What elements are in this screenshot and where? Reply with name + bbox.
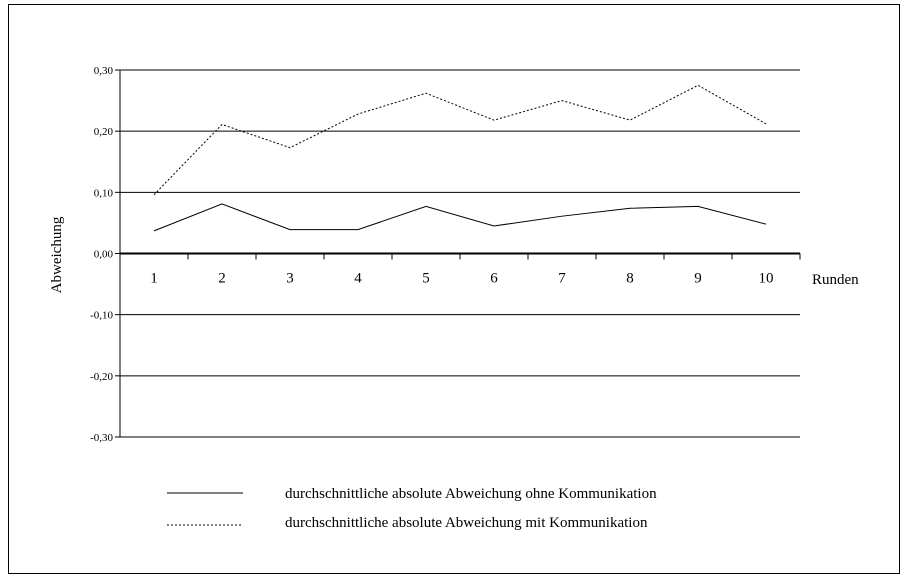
y-tick-label: 0,10: [94, 187, 114, 199]
series-lines: [153, 84, 767, 232]
x-tick-labels: 1 2 3 4 5 6 7 8 9 10: [150, 271, 773, 287]
x-tick-label: 7: [558, 271, 566, 287]
y-tick-label: -0,10: [90, 310, 113, 322]
legend-label-mit-kommunikation: durchschnittliche absolute Abweichung mi…: [285, 515, 648, 531]
y-tick-label: 0,30: [94, 65, 114, 77]
chart-frame: [8, 4, 900, 574]
series-line-ohne-kommunikation: [153, 203, 767, 232]
x-tick-label: 8: [626, 271, 634, 287]
x-tick-label: 3: [286, 271, 294, 287]
x-tick-label: 9: [694, 271, 702, 287]
x-tick-label: 6: [490, 271, 498, 287]
series-line-mit-kommunikation: [153, 84, 767, 196]
x-axis-label: Runden: [812, 272, 859, 288]
x-tick-label: 10: [759, 271, 774, 287]
x-tick-label: 4: [354, 271, 362, 287]
y-tick-label: -0,20: [90, 371, 113, 383]
grid-lines: [115, 69, 801, 438]
x-tick-label: 5: [422, 271, 430, 287]
x-tick-label: 1: [150, 271, 158, 287]
x-tick-label: 2: [218, 271, 226, 287]
y-tick-label: 0,20: [94, 126, 114, 138]
legend-label-ohne-kommunikation: durchschnittliche absolute Abweichung oh…: [285, 486, 657, 502]
legend: durchschnittliche absolute Abweichung oh…: [167, 486, 657, 531]
y-tick-labels: 0,30 0,20 0,10 0,00 -0,10 -0,20 -0,30: [90, 65, 113, 444]
y-tick-label: -0,30: [90, 432, 113, 444]
y-axis-label: Abweichung: [49, 216, 65, 293]
y-tick-label: 0,00: [94, 249, 114, 261]
